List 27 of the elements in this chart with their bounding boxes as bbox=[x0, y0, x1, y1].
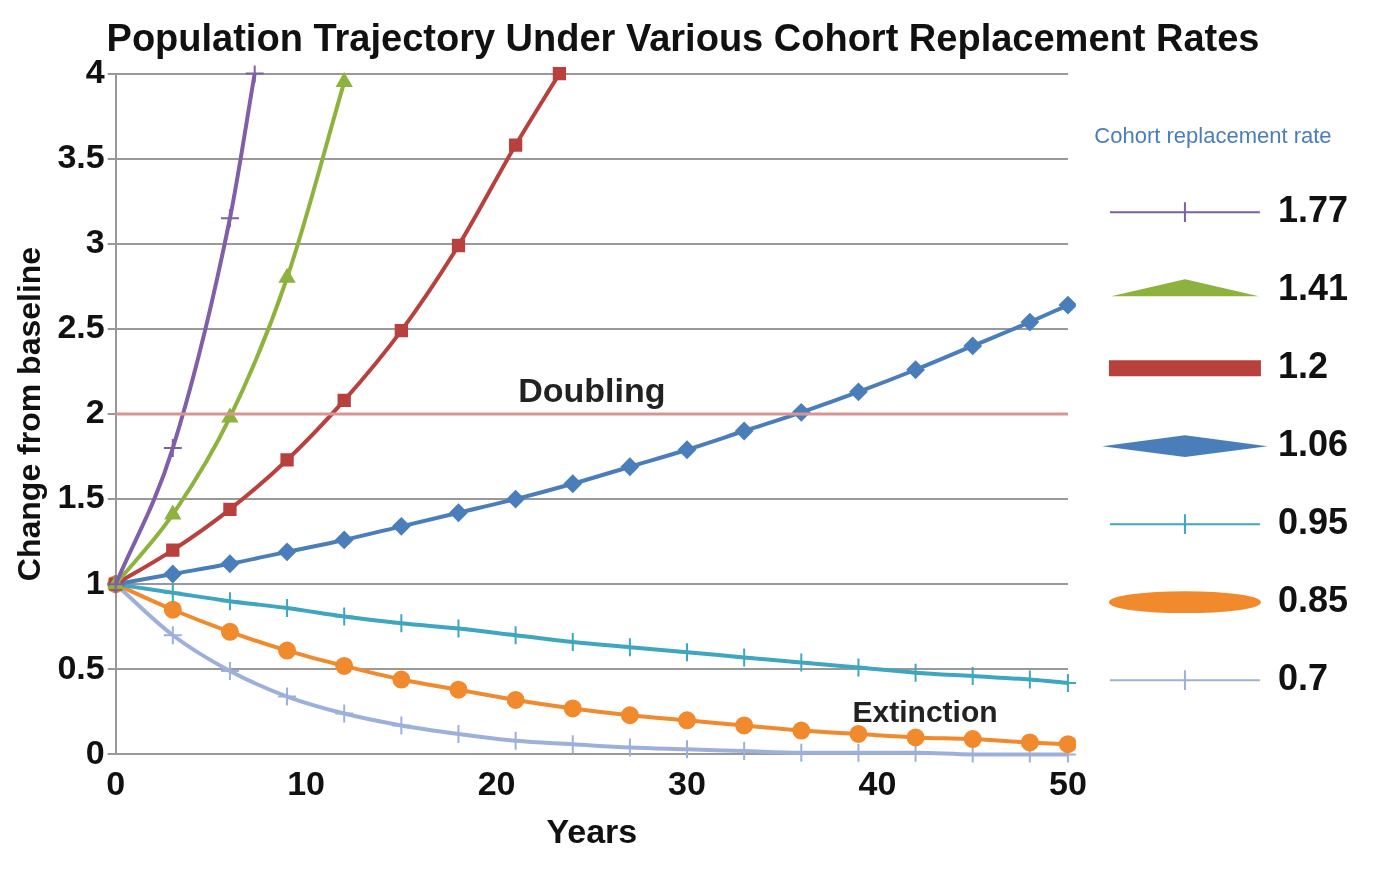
y-axis-title: Change from baseline bbox=[11, 246, 48, 582]
y-tick-label: 3.5 bbox=[57, 137, 105, 176]
x-tick-label: 30 bbox=[668, 764, 706, 803]
legend-label: 1.06 bbox=[1277, 423, 1349, 465]
legend-label: 1.77 bbox=[1277, 189, 1349, 231]
x-axis-title: Years bbox=[546, 811, 638, 850]
y-tick-label: 0.5 bbox=[57, 647, 105, 686]
y-tick-label: 3 bbox=[85, 222, 105, 261]
y-tick-label: 2.5 bbox=[57, 307, 105, 346]
x-tick-label: 50 bbox=[1049, 764, 1087, 803]
y-tick-label: 1 bbox=[85, 562, 105, 601]
x-tick-label: 20 bbox=[477, 764, 516, 803]
legend-label: 1.41 bbox=[1277, 267, 1349, 309]
annotation: Extinction bbox=[852, 694, 998, 728]
legend-label: 0.7 bbox=[1277, 657, 1328, 699]
y-tick-label: 2 bbox=[85, 392, 105, 431]
y-tick-label: 0 bbox=[85, 732, 105, 771]
x-tick-label: 10 bbox=[287, 764, 326, 803]
y-tick-label: 1.5 bbox=[57, 477, 105, 516]
legend-label: 0.85 bbox=[1277, 579, 1349, 621]
ref-line-label: Doubling bbox=[518, 371, 666, 410]
x-tick-label: 40 bbox=[858, 764, 897, 803]
legend-title: Cohort replacement rate bbox=[1094, 122, 1332, 148]
y-tick-label: 4 bbox=[85, 51, 105, 90]
legend-label: 0.95 bbox=[1277, 501, 1349, 543]
legend-label: 1.2 bbox=[1277, 345, 1328, 387]
chart-title: Population Trajectory Under Various Cohort Replacement Rates bbox=[106, 17, 1260, 60]
